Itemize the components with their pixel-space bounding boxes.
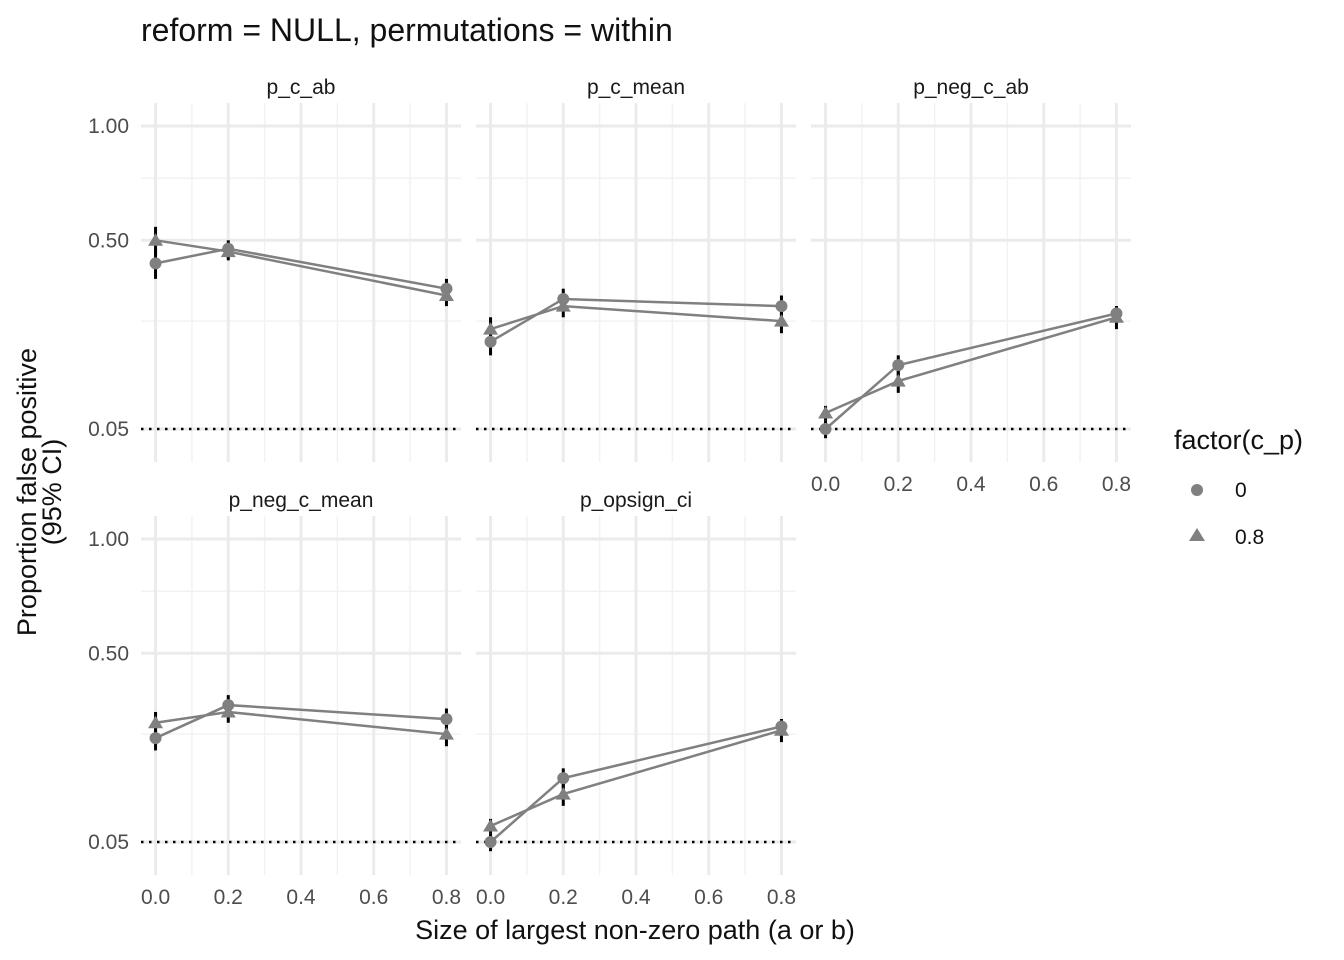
point-triangle	[438, 288, 454, 301]
point-circle	[557, 292, 570, 305]
x-tick-label: 0.6	[359, 886, 388, 909]
facet-panel-p_opsign_ci: p_opsign_ci 0.0 0.2 0.4 0.6 0.8	[476, 489, 796, 909]
x-tick-label: 0.6	[694, 886, 723, 909]
facet-strip-label: p_neg_c_mean	[229, 489, 374, 512]
point-triangle	[890, 374, 906, 387]
point-triangle	[555, 299, 571, 312]
facet-panel-p_neg_c_mean: p_neg_c_mean 0.05 0.50 1.00 0.0 0.2 0.4 0.6 0.8	[88, 489, 461, 909]
point-triangle	[483, 819, 499, 832]
point-triangle	[1108, 310, 1124, 323]
y-tick-label: 0.05	[88, 418, 129, 441]
y-tick-label: 1.00	[88, 115, 129, 138]
x-tick-label: 0.2	[214, 886, 243, 909]
facet-panel-p_neg_c_ab: p_neg_c_ab 0.0 0.2 0.4 0.6 0.8	[811, 76, 1131, 496]
point-triangle	[773, 723, 789, 736]
point-circle	[892, 359, 905, 372]
x-tick-label: 0.6	[1029, 473, 1058, 496]
y-axis-title-line-1: Proportion false positive	[12, 348, 42, 636]
point-triangle	[555, 787, 571, 800]
x-tick-label: 0.4	[621, 886, 651, 909]
point-triangle	[220, 704, 236, 718]
point-circle	[484, 836, 497, 848]
legend-label-1: 0.8	[1235, 526, 1264, 549]
point-circle	[819, 423, 832, 435]
facet-strip-label: p_c_ab	[267, 76, 336, 99]
point-circle	[557, 772, 570, 785]
x-tick-label: 0.0	[476, 886, 505, 909]
x-tick-label: 0.4	[286, 886, 316, 909]
x-axis-title: Size of largest non-zero path (a or b)	[415, 915, 855, 945]
point-circle	[149, 257, 162, 270]
x-tick-label: 0.0	[141, 886, 170, 909]
x-tick-label: 0.8	[432, 886, 461, 909]
facet-strip-label: p_opsign_ci	[580, 489, 692, 512]
facet-panels: p_c_ab 0.05 0.50 1.00 p_c_mean p_neg_c_ab 0.0 0…	[88, 76, 1131, 909]
legend-key-circle	[1191, 484, 1203, 496]
x-tick-label: 0.8	[1102, 473, 1131, 496]
facet-strip-label: p_c_mean	[587, 76, 685, 99]
x-tick-label: 0.2	[884, 473, 913, 496]
legend: factor(c_p) 0 0.8	[1174, 425, 1303, 549]
y-axis-title-line-2: (95% CI)	[37, 439, 67, 546]
legend-label-0: 0	[1235, 479, 1247, 502]
point-circle	[775, 300, 788, 313]
point-triangle	[148, 715, 164, 729]
x-tick-label: 0.2	[549, 886, 578, 909]
y-tick-label: 0.50	[88, 642, 129, 665]
point-circle	[149, 732, 162, 745]
y-tick-label: 1.00	[88, 528, 129, 551]
point-triangle	[438, 727, 454, 740]
legend-key-triangle	[1189, 528, 1205, 541]
point-triangle	[148, 233, 164, 246]
chart-title: reform = NULL, permutations = within	[141, 12, 673, 48]
legend-title: factor(c_p)	[1174, 425, 1303, 455]
facet-panel-p_c_ab: p_c_ab 0.05 0.50 1.00	[88, 76, 461, 462]
point-circle	[440, 713, 453, 726]
point-triangle	[220, 244, 236, 258]
x-tick-label: 0.4	[956, 473, 986, 496]
x-tick-label: 0.0	[811, 473, 840, 496]
y-axis-title: Proportion false positive (95% CI)	[12, 348, 67, 636]
y-tick-label: 0.05	[88, 831, 129, 854]
facet-panel-p_c_mean: p_c_mean	[476, 76, 796, 462]
point-triangle	[773, 314, 789, 327]
point-triangle	[818, 406, 834, 419]
x-tick-label: 0.8	[767, 886, 796, 909]
point-circle	[484, 335, 497, 348]
y-tick-label: 0.50	[88, 229, 129, 252]
facet-strip-label: p_neg_c_ab	[913, 76, 1029, 99]
point-triangle	[483, 322, 499, 335]
